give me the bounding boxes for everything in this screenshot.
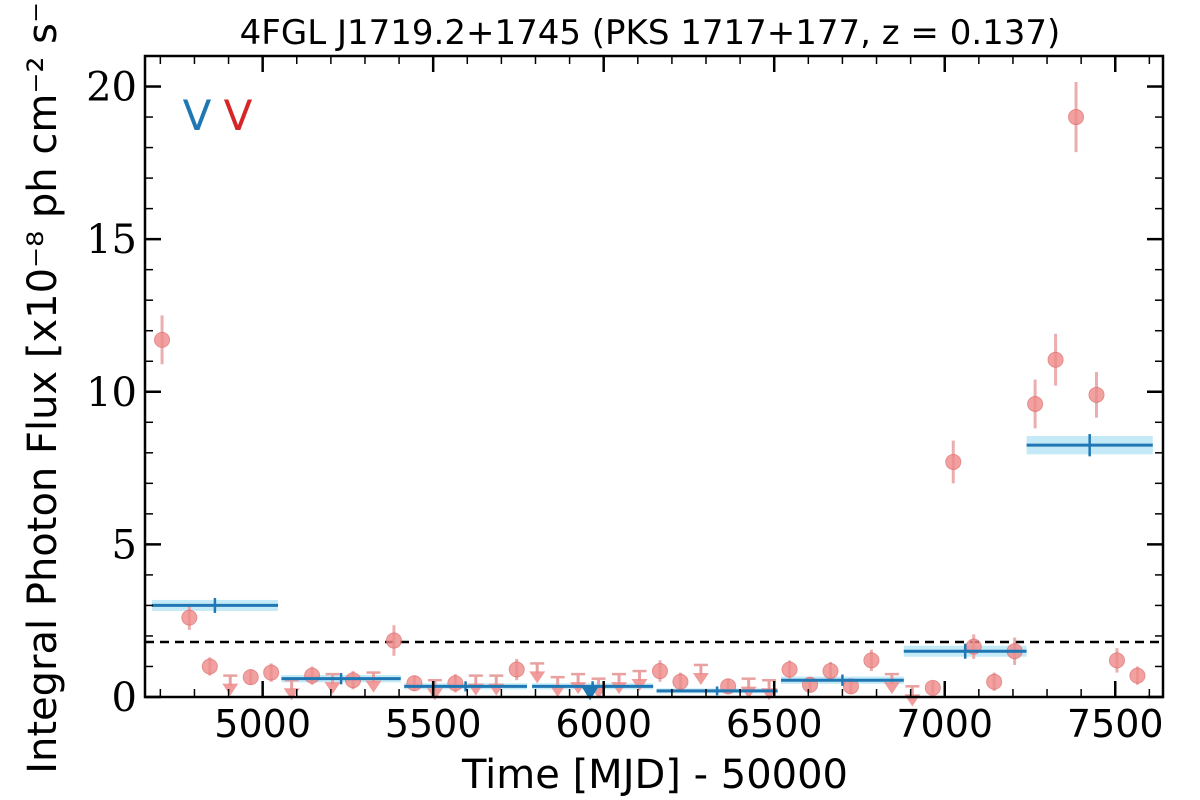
data-point <box>154 331 171 348</box>
upper-limit-arrow <box>426 688 443 701</box>
data-point <box>242 669 259 686</box>
data-point <box>1129 667 1146 684</box>
upper-limit-arrow <box>529 671 546 684</box>
legend-mark: V <box>224 91 253 140</box>
data-point <box>201 658 218 675</box>
detection-points <box>154 81 1146 696</box>
bin-upper-limit-arrow <box>582 687 599 701</box>
data-point <box>508 661 525 678</box>
ticks: 5000 5500 6000 6500 7000 7500 0 5 10 15 20 <box>86 55 1164 746</box>
data-point <box>1047 351 1064 368</box>
upper-limit-arrow <box>883 682 900 695</box>
bin-bands <box>151 436 1153 694</box>
chart-title: 4FGL J1719.2+1745 (PKS 1717+177, z = 0.1… <box>240 13 1061 53</box>
data-point <box>1068 109 1085 126</box>
upper-limit-arrow <box>692 672 709 685</box>
x-tick-label: 5000 <box>214 702 311 746</box>
x-axis-label: Time [MJD] - 50000 <box>461 752 848 798</box>
data-point <box>406 675 423 692</box>
data-point <box>672 673 689 690</box>
bin-lines <box>151 434 1153 701</box>
upper-limit-arrow <box>365 680 382 693</box>
data-point <box>924 679 941 696</box>
x-tick-label: 7500 <box>1067 702 1164 746</box>
upper-limit-arrow <box>222 683 239 696</box>
x-tick-label: 7000 <box>896 702 993 746</box>
data-point <box>651 663 668 680</box>
data-point <box>986 673 1003 690</box>
data-point <box>447 675 464 692</box>
data-point <box>385 632 402 649</box>
data-point <box>345 672 362 689</box>
plot-area <box>145 81 1163 707</box>
data-point <box>822 663 839 680</box>
x-tick-label: 6000 <box>555 702 652 746</box>
y-tick-label: 15 <box>86 217 137 263</box>
upper-limit-arrow <box>549 685 566 698</box>
x-tick-label: 6500 <box>726 702 823 746</box>
y-tick-label: 0 <box>112 675 137 721</box>
data-point <box>1027 395 1044 412</box>
data-point <box>1108 652 1125 669</box>
data-point <box>181 609 198 626</box>
y-axis-label: Integral Photon Flux [x10⁻⁸ ph cm⁻² s⁻¹] <box>20 0 66 774</box>
y-tick-label: 20 <box>86 65 137 111</box>
data-point <box>945 453 962 470</box>
axes <box>143 54 1165 699</box>
data-point <box>781 661 798 678</box>
data-point <box>863 652 880 669</box>
data-point <box>304 667 321 684</box>
x-tick-label: 5500 <box>385 702 482 746</box>
legend-mark: V <box>183 91 212 140</box>
y-tick-label: 10 <box>86 370 137 416</box>
data-point <box>263 664 280 681</box>
plot-frame <box>143 54 1165 699</box>
upper-limit-arrow <box>283 688 300 701</box>
y-tick-label: 5 <box>112 522 137 568</box>
data-point <box>1088 386 1105 403</box>
upper-limit-arrow <box>324 682 341 695</box>
